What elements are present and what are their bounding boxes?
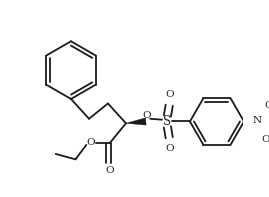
Text: O: O xyxy=(166,90,174,99)
Polygon shape xyxy=(126,118,146,125)
Text: O: O xyxy=(142,111,151,120)
Text: O: O xyxy=(261,135,269,144)
Text: S: S xyxy=(163,115,171,128)
Text: O: O xyxy=(264,101,269,110)
Text: O: O xyxy=(87,138,95,147)
Text: N: N xyxy=(253,116,262,125)
Text: O: O xyxy=(105,166,114,175)
Text: O: O xyxy=(166,144,174,153)
